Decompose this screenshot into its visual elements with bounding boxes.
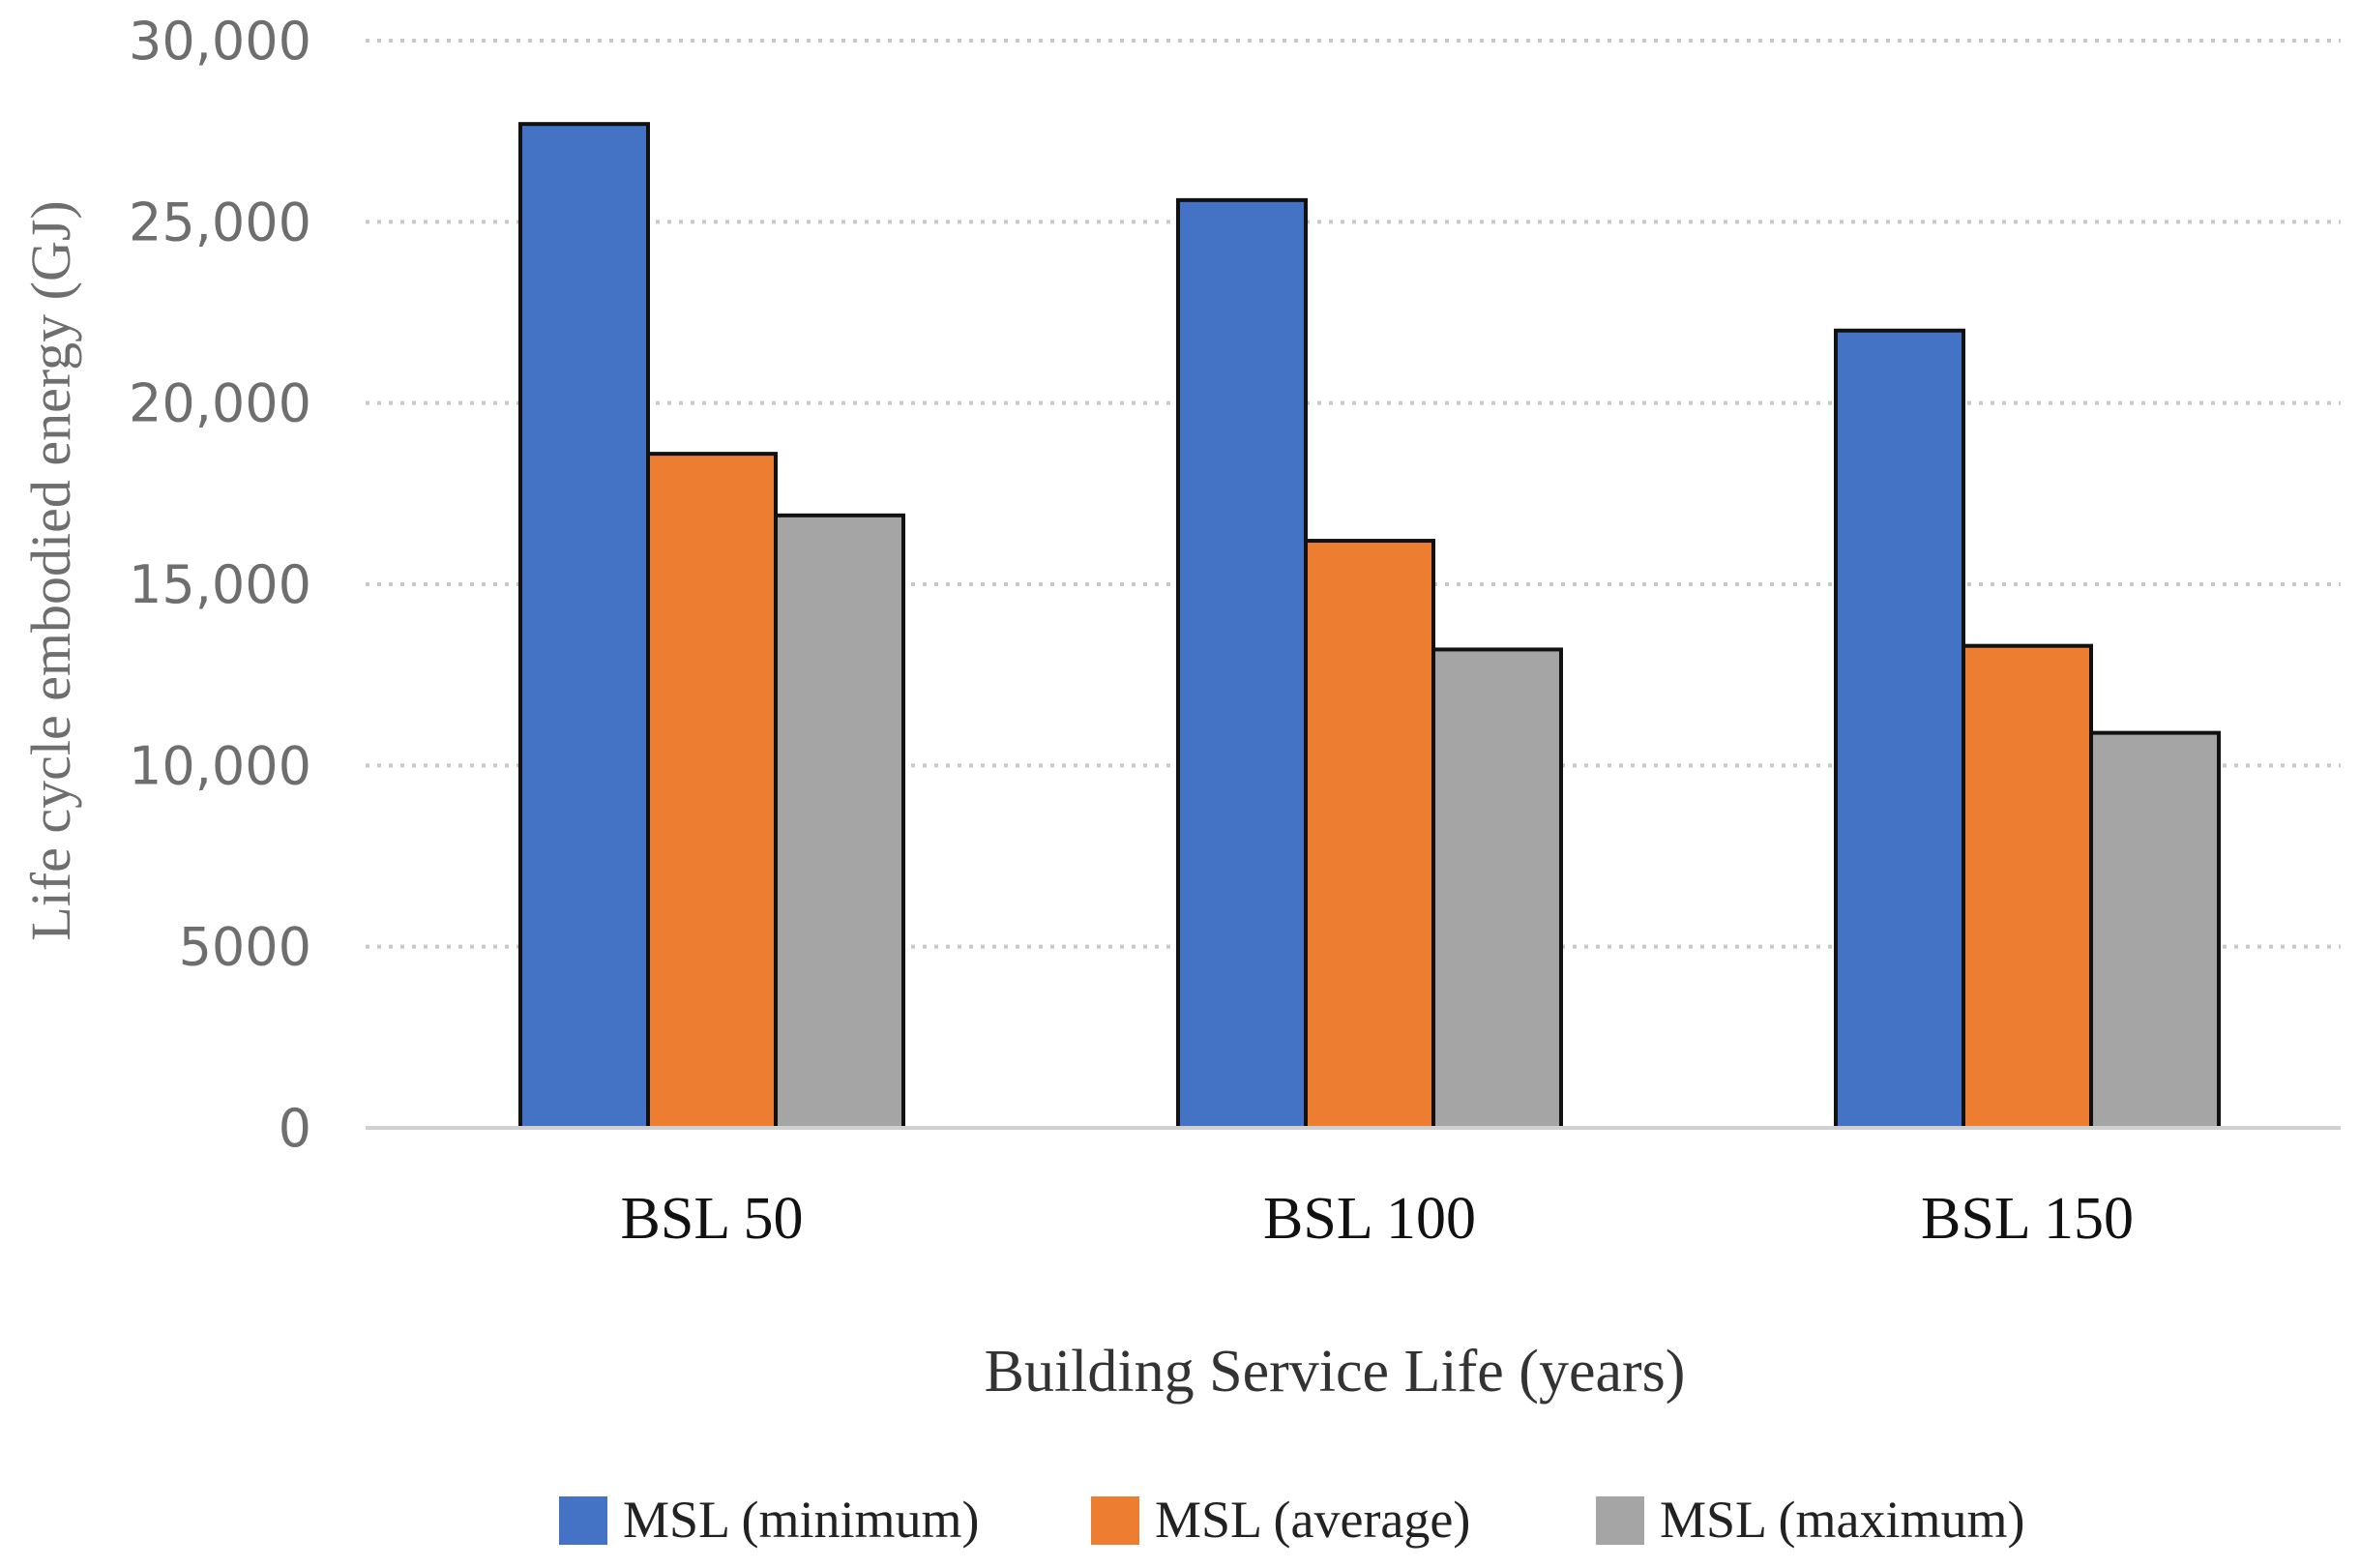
bar — [774, 513, 905, 1130]
x-tick-label: BSL 150 — [1921, 1186, 2134, 1252]
bar — [1304, 539, 1435, 1130]
y-tick-label: 5000 — [179, 917, 311, 978]
x-tick-label: BSL 100 — [1263, 1186, 1476, 1252]
y-axis-title: Life cycle embodied energy (GJ) — [19, 200, 82, 941]
x-tick-label: BSL 50 — [621, 1186, 804, 1252]
legend-swatch — [1091, 1496, 1139, 1545]
bar — [646, 452, 778, 1130]
y-tick-label: 30,000 — [129, 11, 311, 72]
y-tick-labels: 0 5000 10,000 15,000 20,000 25,000 30,000 — [129, 11, 311, 1159]
bar — [518, 122, 650, 1130]
legend: MSL (minimum) MSL (average) MSL (maximum) — [559, 1491, 2024, 1549]
legend-label: MSL (minimum) — [623, 1491, 980, 1549]
y-tick-label: 20,000 — [129, 373, 311, 434]
legend-swatch — [559, 1496, 607, 1545]
bar — [2089, 730, 2221, 1130]
x-tick-labels: BSL 50 BSL 100 BSL 150 — [621, 1186, 2134, 1252]
legend-label: MSL (average) — [1155, 1491, 1470, 1549]
legend-label: MSL (maximum) — [1660, 1491, 2024, 1549]
bar — [1176, 197, 1308, 1130]
y-tick-label: 10,000 — [129, 735, 311, 796]
bars — [518, 122, 2221, 1131]
y-tick-label: 15,000 — [129, 554, 311, 615]
x-axis-title: Building Service Life (years) — [985, 1339, 1686, 1405]
bar — [1834, 328, 1965, 1130]
bar — [1962, 643, 2093, 1131]
bar — [1431, 647, 1563, 1130]
y-tick-label: 0 — [279, 1098, 311, 1159]
y-tick-label: 25,000 — [129, 192, 311, 252]
legend-swatch — [1596, 1496, 1644, 1545]
